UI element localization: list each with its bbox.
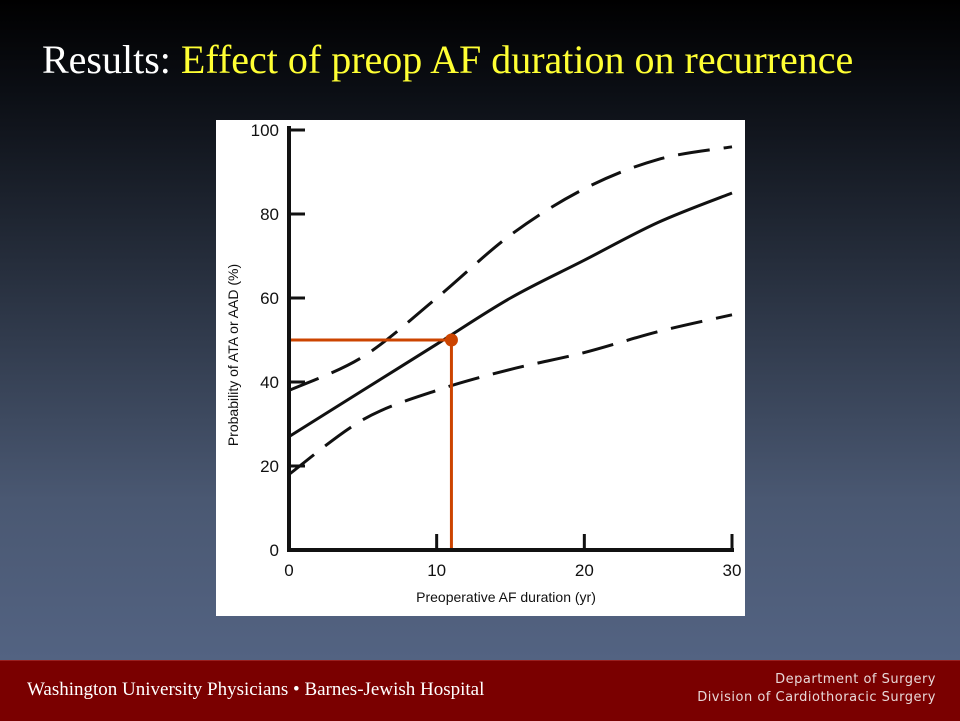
footer-department: Department of Surgery Division of Cardio… — [697, 671, 936, 707]
chart-tick-labels: 0 20 40 60 80 100 0 10 20 30 — [251, 121, 742, 580]
footer-institution: Washington University Physicians • Barne… — [27, 679, 485, 700]
footer-division-line: Division of Cardiothoracic Surgery — [697, 690, 936, 705]
x-tick-label-20: 20 — [575, 561, 594, 580]
x-tick-label-0: 0 — [284, 561, 293, 580]
y-tick-label-20: 20 — [260, 457, 279, 476]
y-tick-label-80: 80 — [260, 205, 279, 224]
x-tick-label-30: 30 — [723, 561, 742, 580]
footer-department-line: Department of Surgery — [775, 672, 936, 687]
confidence-curve-1 — [288, 145, 733, 392]
y-axis-label: Probability of ATA or AAD (%) — [225, 264, 241, 446]
slide-title-main: Effect of preop AF duration on recurrenc… — [180, 37, 854, 82]
slide-title: Results: Effect of preop AF duration on … — [42, 36, 853, 84]
annotation-point — [444, 333, 458, 347]
slide-title-prefix: Results: — [42, 37, 171, 82]
estimate-curve-0 — [288, 191, 733, 438]
y-tick-label-0: 0 — [270, 541, 279, 560]
chart-axes — [287, 126, 734, 552]
y-tick-label-100: 100 — [251, 121, 279, 140]
y-tick-label-60: 60 — [260, 289, 279, 308]
x-tick-label-10: 10 — [427, 561, 446, 580]
chart-curves — [288, 145, 733, 476]
confidence-curve-2 — [288, 313, 733, 476]
chart-figure: 0 20 40 60 80 100 0 10 20 30 Preoperative AF dura… — [216, 120, 745, 616]
y-tick-label-40: 40 — [260, 373, 279, 392]
chart-annotation — [289, 333, 458, 550]
chart-svg: 0 20 40 60 80 100 0 10 20 30 Preoperative AF dura… — [225, 121, 742, 605]
x-axis-label: Preoperative AF duration (yr) — [416, 589, 596, 605]
footer-bar: Washington University Physicians • Barne… — [0, 660, 960, 721]
